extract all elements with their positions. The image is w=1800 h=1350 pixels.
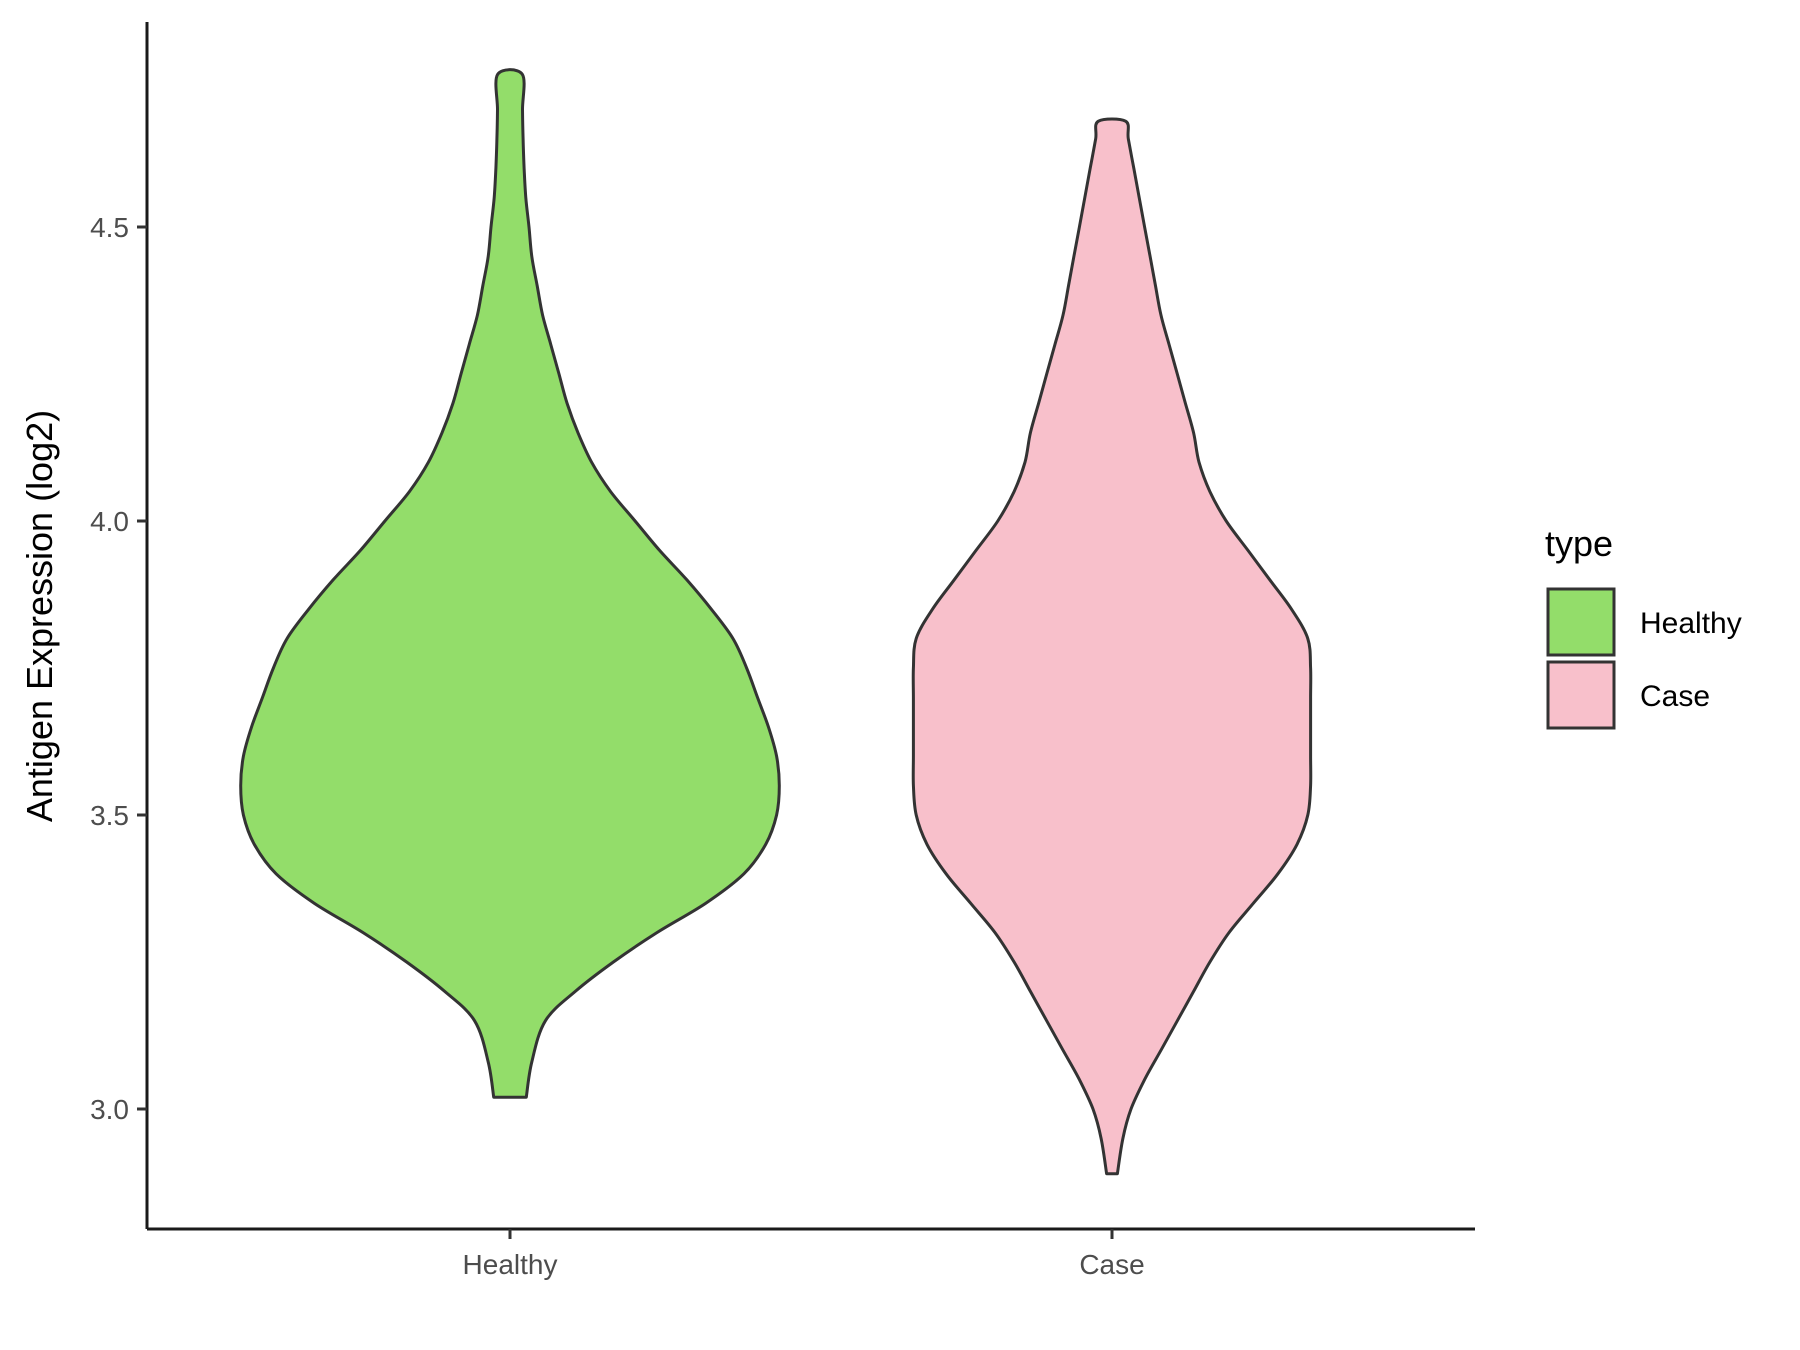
y-tick-label: 4.5 bbox=[90, 212, 129, 243]
legend-title: type bbox=[1545, 523, 1613, 564]
axes-layer bbox=[145, 22, 1475, 1231]
legend: type Healthy Case bbox=[1545, 523, 1742, 730]
y-axis-title: Antigen Expression (log2) bbox=[19, 410, 60, 822]
y-tick-label: 4.0 bbox=[90, 506, 129, 537]
violin-healthy bbox=[239, 68, 781, 1099]
y-ticks-layer: 3.0 3.5 4.0 4.5 bbox=[90, 212, 147, 1125]
legend-key-healthy bbox=[1546, 587, 1616, 657]
y-tick-label: 3.5 bbox=[90, 800, 129, 831]
legend-label-case: Case bbox=[1640, 680, 1710, 713]
violin-case bbox=[911, 117, 1313, 1176]
x-ticks-layer: Healthy Case bbox=[463, 1229, 1145, 1280]
y-tick-label: 3.0 bbox=[90, 1094, 129, 1125]
legend-label-healthy: Healthy bbox=[1640, 607, 1742, 640]
x-tick-label: Healthy bbox=[463, 1249, 558, 1280]
violins-layer bbox=[239, 68, 1313, 1176]
legend-entries: Healthy Case bbox=[1546, 587, 1742, 730]
x-tick-label: Case bbox=[1079, 1249, 1144, 1280]
legend-key-case bbox=[1546, 660, 1616, 730]
